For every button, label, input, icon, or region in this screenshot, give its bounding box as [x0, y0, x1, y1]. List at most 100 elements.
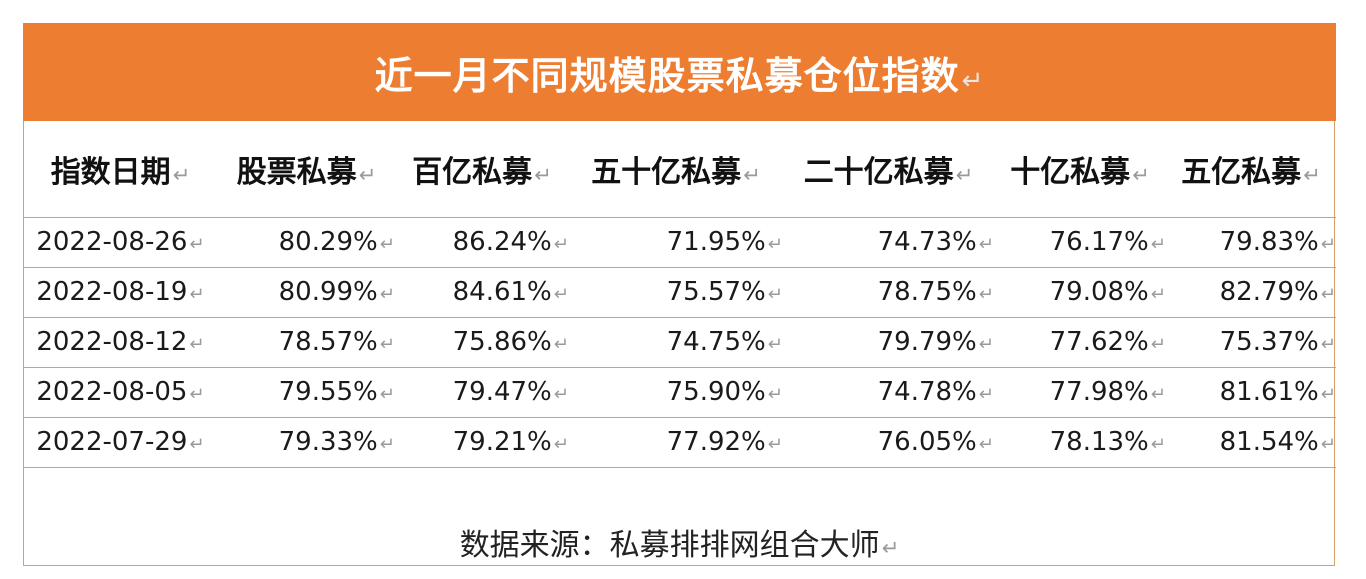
date-cell: 2022-08-19 ↵	[23, 267, 218, 317]
paragraph-mark-icon: ↵	[1320, 334, 1336, 355]
paragraph-mark-icon: ↵	[1320, 434, 1336, 455]
value-cell: 79.33% ↵	[218, 417, 395, 467]
value-cell: 79.21% ↵	[395, 417, 569, 467]
column-header: 五十亿私募↵	[569, 121, 783, 217]
cell-text: 77.98%	[1049, 377, 1149, 407]
column-header: 二十亿私募↵	[783, 121, 994, 217]
value-cell: 75.90% ↵	[569, 367, 783, 417]
cell-text: 77.62%	[1049, 327, 1149, 357]
paragraph-mark-icon: ↵	[978, 234, 994, 255]
value-cell: 86.24% ↵	[395, 217, 569, 267]
paragraph-mark-icon: ↵	[1150, 284, 1166, 305]
paragraph-mark-icon: ↵	[767, 284, 783, 305]
cell-text: 81.61%	[1219, 377, 1319, 407]
table-row: 2022-08-12 ↵ 78.57% ↵ 75.86% ↵ 74.75% ↵ 79.79% ↵ 7…	[23, 317, 1336, 367]
column-header-label: 百亿私募	[412, 154, 533, 190]
value-cell: 77.62% ↵	[994, 317, 1166, 367]
paragraph-mark-icon: ↵	[379, 234, 395, 255]
value-cell: 82.79% ↵	[1166, 267, 1336, 317]
value-cell: 80.99% ↵	[218, 267, 395, 317]
paragraph-mark-icon: ↵	[767, 384, 783, 405]
paragraph-mark-icon: ↵	[961, 65, 985, 96]
cell-text: 79.33%	[278, 427, 378, 457]
value-cell: 77.92% ↵	[569, 417, 783, 467]
cell-text: 2022-08-12	[36, 327, 188, 357]
paragraph-mark-icon: ↵	[743, 162, 761, 187]
value-cell: 79.79% ↵	[783, 317, 994, 367]
column-header: 指数日期↵	[23, 121, 218, 217]
title-bar: 近一月不同规模股票私募仓位指数↵	[23, 23, 1336, 121]
paragraph-mark-icon: ↵	[1150, 384, 1166, 405]
cell-text: 78.75%	[877, 277, 977, 307]
value-cell: 71.95% ↵	[569, 217, 783, 267]
table-row: 2022-08-05 ↵ 79.55% ↵ 79.47% ↵ 75.90% ↵ 74.78% ↵ 7…	[23, 367, 1336, 417]
cell-text: 79.47%	[452, 377, 552, 407]
value-cell: 79.83% ↵	[1166, 217, 1336, 267]
cell-text: 78.13%	[1049, 427, 1149, 457]
cell-text: 78.57%	[278, 327, 378, 357]
source-text: 数据来源：私募排排网组合大师	[459, 528, 880, 563]
paragraph-mark-icon: ↵	[978, 384, 994, 405]
value-cell: 75.37% ↵	[1166, 317, 1336, 367]
cell-text: 81.54%	[1219, 427, 1319, 457]
paragraph-mark-icon: ↵	[189, 384, 205, 405]
value-cell: 80.29% ↵	[218, 217, 395, 267]
paragraph-mark-icon: ↵	[189, 334, 205, 355]
value-cell: 76.17% ↵	[994, 217, 1166, 267]
cell-text: 77.92%	[666, 427, 766, 457]
column-header: 十亿私募↵	[994, 121, 1166, 217]
paragraph-mark-icon: ↵	[189, 434, 205, 455]
date-cell: 2022-07-29 ↵	[23, 417, 218, 467]
cell-text: 79.83%	[1219, 227, 1319, 257]
paragraph-mark-icon: ↵	[767, 334, 783, 355]
paragraph-mark-icon: ↵	[1132, 162, 1150, 187]
column-header: 百亿私募↵	[395, 121, 569, 217]
paragraph-mark-icon: ↵	[1320, 234, 1336, 255]
paragraph-mark-icon: ↵	[172, 162, 191, 187]
table-body: 2022-08-26 ↵ 80.29% ↵ 86.24% ↵ 71.95% ↵ 74.73% ↵ 7…	[23, 217, 1336, 467]
table-row: 2022-08-26 ↵ 80.29% ↵ 86.24% ↵ 71.95% ↵ 74.73% ↵ 7…	[23, 217, 1336, 267]
title-text: 近一月不同规模股票私募仓位指数	[374, 53, 960, 98]
date-cell: 2022-08-26 ↵	[23, 217, 218, 267]
column-header-label: 五亿私募	[1181, 154, 1302, 190]
paragraph-mark-icon: ↵	[379, 384, 395, 405]
cell-text: 80.29%	[278, 227, 378, 257]
source-note: 数据来源：私募排排网组合大师↵	[23, 520, 1336, 564]
cell-text: 2022-08-05	[36, 377, 188, 407]
cell-text: 84.61%	[452, 277, 552, 307]
cell-text: 86.24%	[452, 227, 552, 257]
date-cell: 2022-08-12 ↵	[23, 317, 218, 367]
paragraph-mark-icon: ↵	[553, 434, 569, 455]
paragraph-mark-icon: ↵	[1320, 384, 1336, 405]
paragraph-mark-icon: ↵	[379, 334, 395, 355]
paragraph-mark-icon: ↵	[955, 162, 974, 187]
paragraph-mark-icon: ↵	[379, 284, 395, 305]
paragraph-mark-icon: ↵	[358, 162, 377, 187]
cell-text: 71.95%	[666, 227, 766, 257]
paragraph-mark-icon: ↵	[534, 162, 552, 187]
cell-text: 2022-07-29	[36, 427, 188, 457]
value-cell: 79.08% ↵	[994, 267, 1166, 317]
cell-text: 2022-08-26	[36, 227, 188, 257]
cell-text: 74.73%	[877, 227, 977, 257]
value-cell: 79.55% ↵	[218, 367, 395, 417]
cell-text: 79.79%	[877, 327, 977, 357]
paragraph-mark-icon: ↵	[767, 234, 783, 255]
value-cell: 75.86% ↵	[395, 317, 569, 367]
position-index-table: 指数日期↵ 股票私募↵ 百亿私募↵ 五十亿私募↵ 二十亿私募↵ 十亿私募↵ 五亿私募↵ 20…	[23, 121, 1336, 468]
table-header-row: 指数日期↵ 股票私募↵ 百亿私募↵ 五十亿私募↵ 二十亿私募↵ 十亿私募↵ 五亿私募↵	[23, 121, 1336, 217]
value-cell: 78.13% ↵	[994, 417, 1166, 467]
table-row: 2022-07-29 ↵ 79.33% ↵ 79.21% ↵ 77.92% ↵ 76.05% ↵ 7…	[23, 417, 1336, 467]
value-cell: 84.61% ↵	[395, 267, 569, 317]
cell-text: 75.86%	[452, 327, 552, 357]
table-frame	[23, 23, 1335, 566]
value-cell: 78.57% ↵	[218, 317, 395, 367]
paragraph-mark-icon: ↵	[1150, 434, 1166, 455]
cell-text: 79.08%	[1049, 277, 1149, 307]
column-header-label: 五十亿私募	[591, 154, 742, 190]
column-header: 股票私募↵	[218, 121, 395, 217]
cell-text: 75.90%	[666, 377, 766, 407]
date-cell: 2022-08-05 ↵	[23, 367, 218, 417]
cell-text: 76.05%	[877, 427, 977, 457]
page-title: 近一月不同规模股票私募仓位指数↵	[375, 45, 985, 100]
